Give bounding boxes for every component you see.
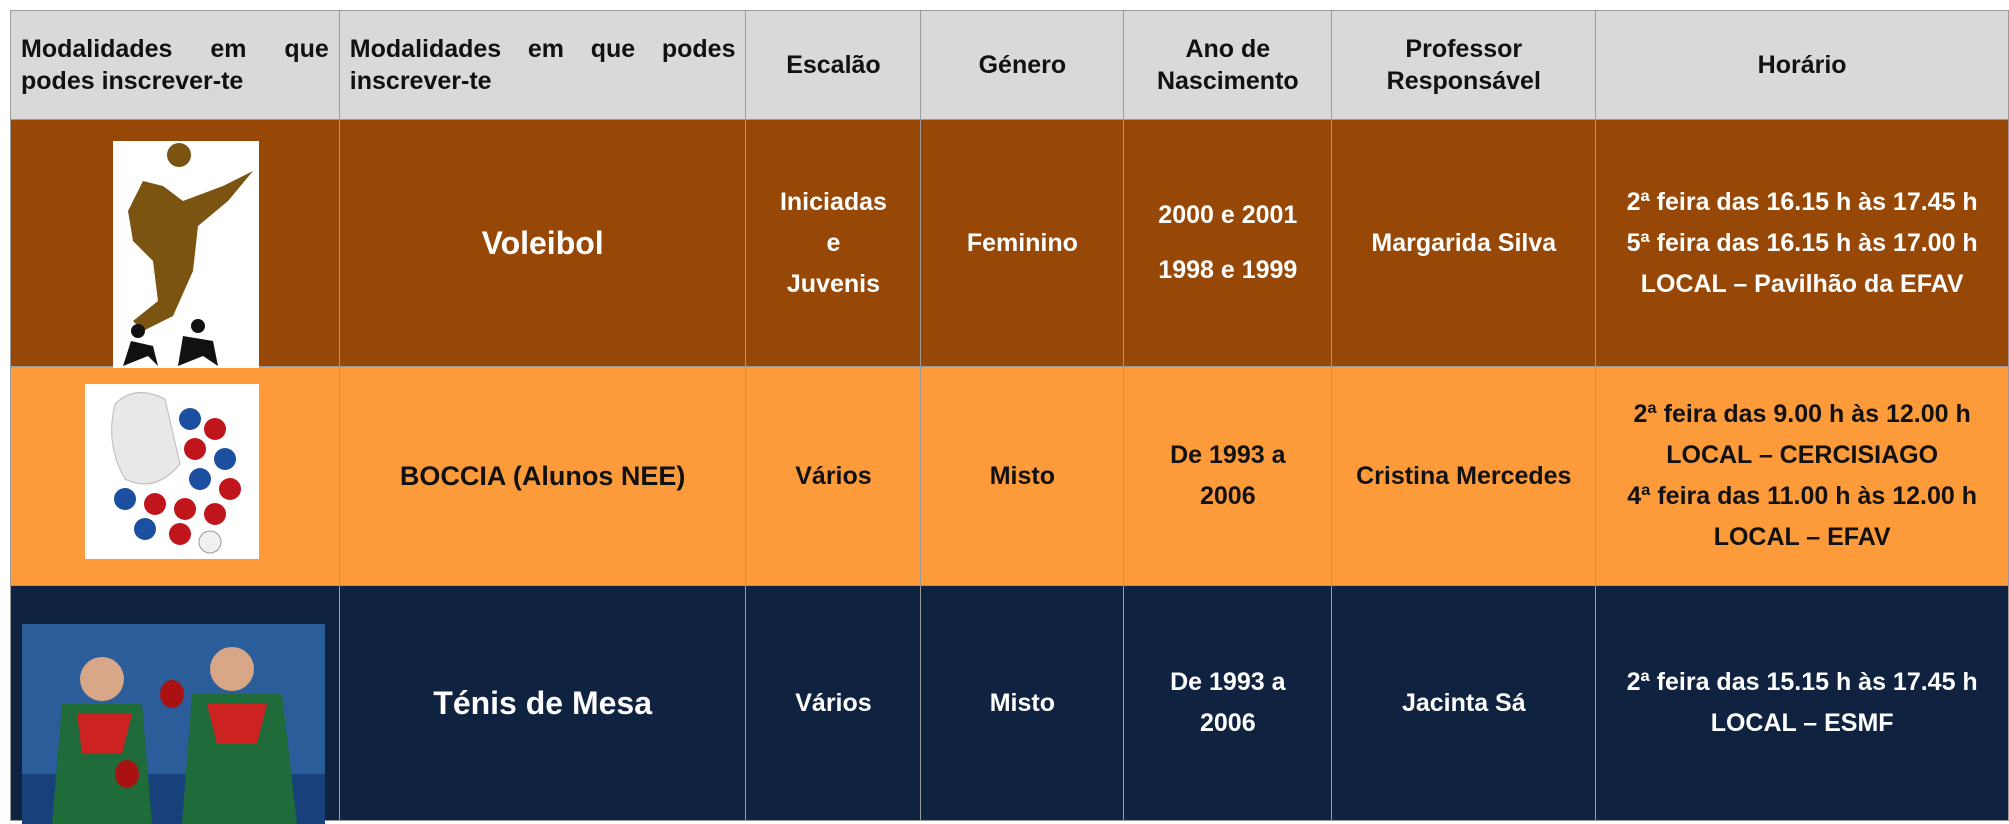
header-row: Modalidades em que podes inscrever-te Mo…: [11, 11, 2009, 120]
header-cell: Género: [921, 11, 1124, 120]
cell-line: 2006: [1134, 476, 1321, 517]
cell-line: Vários: [756, 456, 910, 497]
teacher-cell: Jacinta Sá: [1332, 586, 1596, 821]
modality-cell: BOCCIA (Alunos NEE): [339, 367, 746, 586]
header-cell: Modalidades em que podes inscrever-te: [11, 11, 340, 120]
cell-line: e: [756, 223, 910, 264]
teacher-cell: Margarida Silva: [1332, 120, 1596, 367]
escalao-cell: Vários: [746, 367, 921, 586]
cell-line: Vários: [756, 683, 910, 724]
header-cell: Ano de Nascimento: [1124, 11, 1332, 120]
header-cell: Modalidades em que podes inscrever-te: [339, 11, 746, 120]
cell-line: 2ª feira das 15.15 h às 17.45 h: [1606, 662, 1998, 703]
modality-cell: Ténis de Mesa: [339, 586, 746, 821]
gender-cell: Feminino: [921, 120, 1124, 367]
cell-line: LOCAL – ESMF: [1606, 703, 1998, 744]
header-cell: Horário: [1596, 11, 2009, 120]
cell-line: LOCAL – Pavilhão da EFAV: [1606, 264, 1998, 305]
cell-line: 2ª feira das 16.15 h às 17.45 h: [1606, 182, 1998, 223]
cell-line: 2006: [1134, 703, 1321, 744]
gender-cell: Misto: [921, 367, 1124, 586]
cell-line: 5ª feira das 16.15 h às 17.00 h: [1606, 223, 1998, 264]
cell-line: LOCAL – EFAV: [1606, 517, 1998, 558]
cell-line: De 1993 a: [1134, 662, 1321, 703]
cell-line: Iniciadas: [756, 182, 910, 223]
cell-line: 2000 e 2001: [1134, 195, 1321, 236]
page: Modalidades em que podes inscrever-te Mo…: [0, 0, 2009, 824]
cell-line: De 1993 a: [1134, 435, 1321, 476]
birth-year-cell: 2000 e 2001 1998 e 1999: [1124, 120, 1332, 367]
cell-line: 1998 e 1999: [1134, 250, 1321, 291]
teacher-cell: Cristina Mercedes: [1332, 367, 1596, 586]
header-cell: Professor Responsável: [1332, 11, 1596, 120]
cell-line: Juvenis: [756, 264, 910, 305]
header-cell: Escalão: [746, 11, 921, 120]
escalao-cell: Vários: [746, 586, 921, 821]
volleyball-image: [113, 141, 259, 368]
modality-cell: Voleibol: [339, 120, 746, 367]
cell-line: 4ª feira das 11.00 h às 12.00 h: [1606, 476, 1998, 517]
cell-line: LOCAL – CERCISIAGO: [1606, 435, 1998, 476]
boccia-image: [85, 384, 259, 559]
gender-cell: Misto: [921, 586, 1124, 821]
table-tennis-image: [22, 624, 325, 824]
cell-line: 2ª feira das 9.00 h às 12.00 h: [1606, 394, 1998, 435]
